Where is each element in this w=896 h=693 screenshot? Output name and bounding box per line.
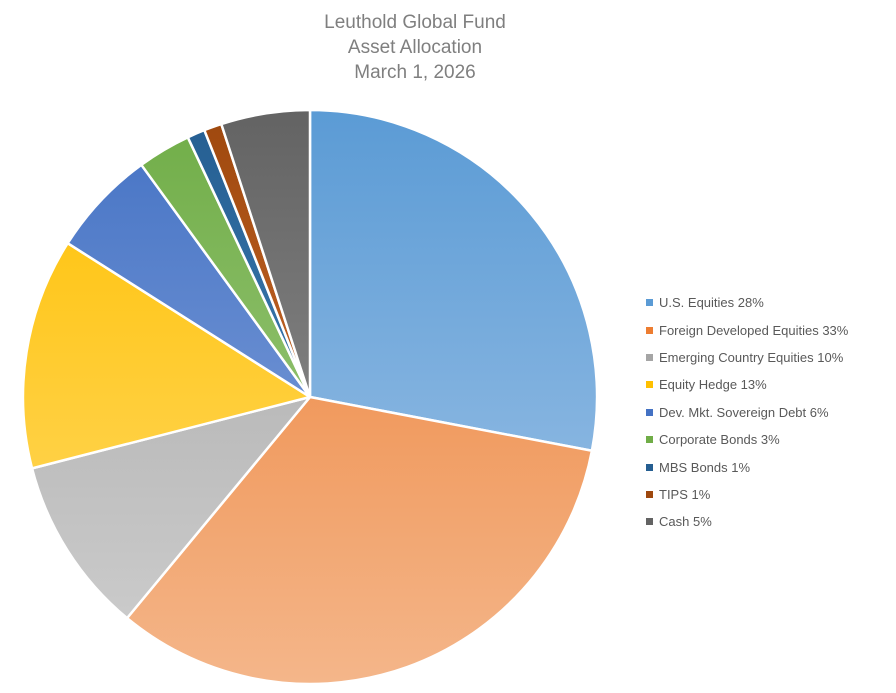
legend-label: TIPS 1% [659, 486, 711, 502]
chart-title: Leuthold Global Fund Asset Allocation Ma… [0, 10, 830, 85]
legend-item: TIPS 1% [646, 481, 848, 508]
legend-label: Dev. Mkt. Sovereign Debt 6% [659, 404, 829, 420]
legend-swatch-icon [646, 408, 653, 416]
legend-swatch-icon [646, 518, 653, 526]
chart-legend: U.S. Equities 28% Foreign Developed Equit… [646, 289, 848, 536]
pie-slice-foreign-developed-equities [125, 395, 594, 686]
legend-swatch-icon [646, 353, 653, 361]
legend-swatch-icon [646, 463, 653, 471]
legend-item: Cash 5% [646, 508, 848, 535]
pie-slices [21, 108, 599, 686]
legend-label: U.S. Equities 28% [659, 295, 764, 311]
legend-swatch-icon [646, 436, 653, 444]
legend-swatch-icon [646, 326, 653, 334]
legend-label: Emerging Country Equities 10% [659, 349, 844, 365]
legend-label: MBS Bonds 1% [659, 459, 751, 475]
pie-slice-equity-hedge [21, 241, 312, 470]
legend-item: Equity Hedge 13% [646, 371, 848, 398]
legend-swatch-icon [646, 490, 653, 498]
legend-item: Emerging Country Equities 10% [646, 344, 848, 371]
legend-label: Corporate Bonds 3% [659, 432, 780, 448]
chart-title-line1: Leuthold Global Fund [324, 12, 506, 33]
pie-slice-u-s-equities [308, 108, 599, 453]
legend-item: U.S. Equities 28% [646, 289, 848, 316]
legend-swatch-icon [646, 381, 653, 389]
pie-slice-cash [220, 108, 312, 399]
legend-swatch-icon [646, 299, 653, 307]
legend-item: Corporate Bonds 3% [646, 426, 848, 453]
legend-label: Equity Hedge 13% [659, 377, 767, 393]
legend-item: MBS Bonds 1% [646, 453, 848, 480]
pie-slice-emerging-country-equities [30, 395, 312, 620]
legend-label: Foreign Developed Equities 33% [659, 322, 849, 338]
legend-item: Foreign Developed Equities 33% [646, 316, 848, 343]
legend-item: Dev. Mkt. Sovereign Debt 6% [646, 399, 848, 426]
chart-title-line3: March 1, 2026 [354, 62, 476, 83]
legend-label: Cash 5% [659, 514, 712, 530]
chart-title-line2: Asset Allocation [347, 37, 483, 58]
